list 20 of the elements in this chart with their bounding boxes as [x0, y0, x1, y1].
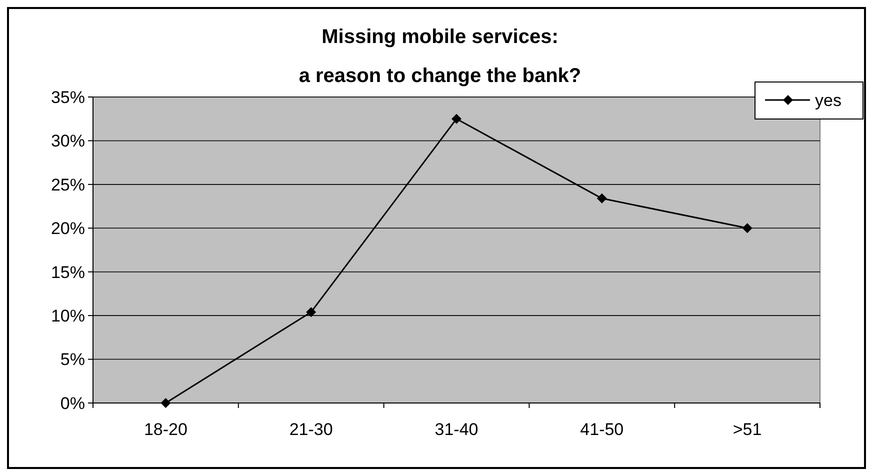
x-tick-label: 21-30: [289, 420, 333, 439]
y-tick-label: 30%: [50, 132, 85, 151]
x-tick-label: 41-50: [580, 420, 624, 439]
y-tick-label: 20%: [50, 219, 85, 238]
x-tick-label: 31-40: [434, 420, 478, 439]
y-tick-label: 10%: [50, 306, 85, 326]
point: [596, 193, 607, 204]
x-tick-label: 18-20: [144, 420, 188, 439]
y-tick-label: 15%: [50, 262, 85, 282]
point: [742, 223, 752, 234]
point: [452, 114, 462, 124]
legend-label: yes: [815, 90, 842, 110]
point: [306, 307, 316, 318]
chart-title: Missing mobile services: a reason to change the bank?: [298, 26, 582, 87]
y-tick-label: 5%: [60, 350, 85, 370]
y-tick-label: 35%: [50, 88, 85, 107]
x-tick-label: >51: [732, 420, 762, 439]
point: [160, 398, 171, 408]
y-tick-label: 0%: [60, 394, 85, 413]
y-tick-label: 25%: [50, 175, 85, 194]
